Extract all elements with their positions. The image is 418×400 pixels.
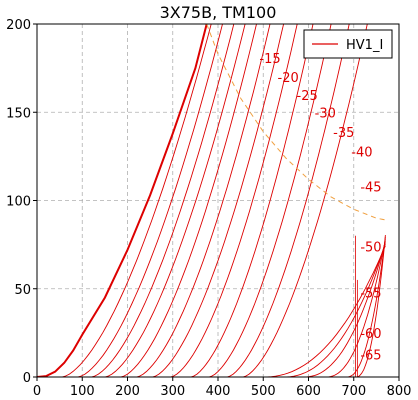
x-tick-label: 0 <box>33 384 41 399</box>
curve-label: -45 <box>360 181 381 196</box>
curve-label: -30 <box>315 107 336 122</box>
curve-label: -50 <box>360 241 381 256</box>
curve-labels: -15 -20 -25 -30 -35 -40 -45 -50 -55 -60 -65 <box>259 52 381 364</box>
x-tick-label: 400 <box>206 384 231 399</box>
curves <box>37 24 386 377</box>
y-tick-label: 150 <box>6 106 31 121</box>
curve-label: -15 <box>259 52 280 67</box>
series-grid-curve <box>242 24 368 377</box>
curve-label: -20 <box>278 71 299 86</box>
series-grid-curve <box>136 24 271 377</box>
x-tick-label: 200 <box>115 384 140 399</box>
curve-label: -25 <box>297 89 318 104</box>
y-tick-label: 50 <box>14 283 31 298</box>
series-grid-curve <box>355 235 386 377</box>
series-grid-curve <box>346 237 386 377</box>
series-grid-curve <box>152 24 285 377</box>
curve-label: -40 <box>351 145 372 160</box>
series-grid-curve <box>208 24 332 377</box>
x-tick-label: 100 <box>70 384 95 399</box>
series-grid-curve <box>91 24 235 377</box>
series-grid-curve <box>283 243 386 377</box>
y-tick-label: 0 <box>23 371 31 386</box>
x-tick-label: 300 <box>160 384 185 399</box>
series-grid-curve <box>120 24 257 377</box>
y-tick-label: 200 <box>6 18 31 33</box>
series-grid-curve <box>263 245 386 377</box>
grid <box>37 24 399 377</box>
curve-label: -65 <box>360 348 381 363</box>
y-tick-label: 100 <box>6 195 31 210</box>
series-grid-curve <box>226 24 350 377</box>
x-tick-label: 800 <box>387 384 412 399</box>
curve-label: -35 <box>333 126 354 141</box>
series-grid-curve <box>190 24 314 377</box>
x-tick-label: 600 <box>296 384 321 399</box>
series-grid-curve <box>326 239 386 377</box>
x-tick-label: 500 <box>251 384 276 399</box>
series-grid-curve <box>77 24 223 377</box>
chart-title: 3X75B, TM100 <box>160 3 277 22</box>
legend-label-hv1-i: HV1_I <box>346 38 383 53</box>
series-grid-curve <box>104 24 246 377</box>
x-tick-label: 700 <box>341 384 366 399</box>
curve-label: -55 <box>360 287 381 302</box>
series-grid-curve <box>61 24 212 377</box>
series-hv1-i-vg0 <box>37 24 208 377</box>
curve-label: -60 <box>360 327 381 342</box>
series-grid-curve <box>170 24 298 377</box>
dissipation-curve <box>206 24 386 221</box>
series-grid-curve <box>303 241 386 377</box>
axis-ticks: 0 100 200 300 400 500 600 700 800 0 50 100 150 200 <box>6 18 411 399</box>
legend: HV1_I <box>303 29 393 59</box>
